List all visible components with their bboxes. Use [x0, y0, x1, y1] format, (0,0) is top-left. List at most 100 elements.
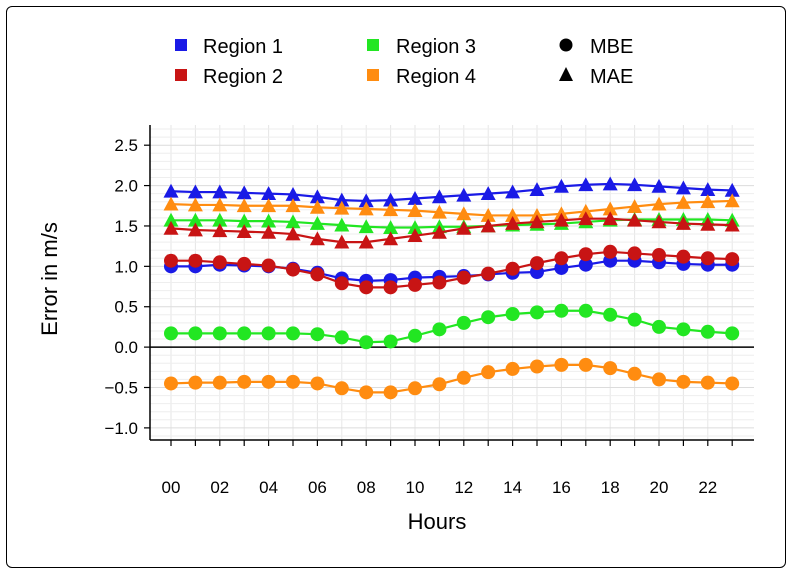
data-point — [456, 206, 472, 221]
data-point — [578, 257, 593, 272]
data-point — [456, 315, 471, 330]
data-point — [675, 195, 691, 209]
data-point — [700, 324, 715, 339]
data-point — [163, 220, 179, 235]
x-tick-label: 04 — [259, 478, 278, 497]
y-tick-label: 2.5 — [114, 136, 138, 155]
series-layer — [163, 176, 740, 400]
data-point — [554, 251, 569, 266]
data-point — [310, 376, 325, 391]
data-point — [359, 385, 374, 400]
data-point — [359, 335, 374, 350]
data-point — [408, 277, 422, 292]
series-line — [171, 309, 733, 344]
data-point — [261, 186, 277, 201]
data-point — [309, 189, 325, 204]
data-point — [456, 220, 472, 235]
x-tick-label: 16 — [552, 478, 571, 497]
data-point — [187, 184, 203, 199]
data-point — [651, 178, 667, 193]
series-region-4-mbe — [164, 357, 740, 400]
data-point — [480, 207, 496, 222]
data-point — [334, 217, 350, 232]
data-point — [700, 194, 716, 209]
data-point — [236, 213, 252, 228]
legend-label: Region 4 — [396, 66, 476, 88]
data-point — [261, 374, 276, 389]
data-point — [505, 307, 520, 321]
legend-swatch — [367, 39, 379, 51]
data-point — [554, 260, 569, 275]
data-point — [675, 180, 691, 195]
data-point — [602, 211, 618, 226]
circle-marker-icon — [559, 38, 573, 52]
data-point — [334, 330, 349, 345]
x-tick-label: 14 — [503, 478, 522, 497]
data-point — [286, 374, 300, 389]
data-point — [676, 249, 691, 264]
data-point — [285, 226, 301, 241]
legend: Region 1 Region 2 Region 3 Region 4 MBE … — [175, 36, 633, 88]
y-axis-title: Error in m/s — [37, 222, 62, 336]
data-point — [212, 223, 228, 238]
data-point — [602, 176, 618, 191]
data-point — [334, 276, 349, 291]
series-region-4-mae — [163, 193, 740, 222]
data-point — [627, 246, 642, 261]
y-tick-label: 2.0 — [114, 177, 138, 196]
data-point — [407, 228, 423, 243]
data-point — [163, 183, 179, 198]
grid — [150, 125, 754, 440]
legend-item-region-1: Region 1 — [175, 36, 283, 58]
data-point — [309, 199, 325, 214]
series-region-2-mae — [163, 211, 740, 249]
data-point — [554, 357, 569, 372]
data-point — [188, 253, 203, 268]
data-point — [164, 326, 178, 341]
data-point — [651, 214, 667, 229]
data-point — [480, 186, 496, 201]
x-tick-label: 10 — [406, 478, 425, 497]
data-point — [285, 198, 301, 213]
data-point — [700, 375, 715, 390]
data-point — [578, 303, 593, 318]
data-point — [456, 370, 471, 385]
data-point — [212, 255, 227, 270]
data-point — [480, 218, 496, 233]
data-point — [578, 247, 593, 262]
data-point — [383, 231, 399, 246]
data-point — [285, 214, 301, 229]
legend-label: MBE — [590, 36, 633, 58]
data-point — [383, 385, 398, 400]
data-point — [187, 212, 203, 227]
data-point — [553, 178, 569, 193]
data-point — [431, 224, 447, 239]
data-point — [261, 224, 277, 239]
series-line — [170, 182, 733, 203]
series-region-2-mbe — [164, 244, 740, 295]
data-point — [212, 184, 228, 199]
x-tick-label: 02 — [210, 478, 229, 497]
data-point — [237, 326, 252, 341]
data-point — [286, 262, 300, 277]
data-point — [602, 201, 618, 216]
data-point — [358, 193, 374, 208]
data-point — [163, 212, 179, 227]
data-point — [578, 357, 593, 372]
data-point — [383, 202, 399, 217]
data-point — [700, 251, 715, 266]
y-axis-ticks: 2.5 2.0 1.5 1.0 0.5 0.0 −0.5 −1.0 — [104, 136, 150, 438]
data-point — [627, 312, 642, 327]
data-point — [529, 182, 545, 196]
legend-swatch — [367, 69, 379, 81]
data-point — [432, 377, 447, 392]
data-point — [505, 207, 521, 222]
triangle-marker-icon — [559, 67, 573, 81]
data-point — [310, 327, 325, 342]
data-point — [285, 186, 301, 201]
data-point — [334, 200, 350, 215]
data-point — [530, 305, 544, 320]
x-tick-label: 06 — [308, 478, 327, 497]
x-axis-ticks: 00 02 04 06 08 10 12 14 16 18 20 22 — [162, 440, 733, 497]
data-point — [578, 211, 594, 226]
